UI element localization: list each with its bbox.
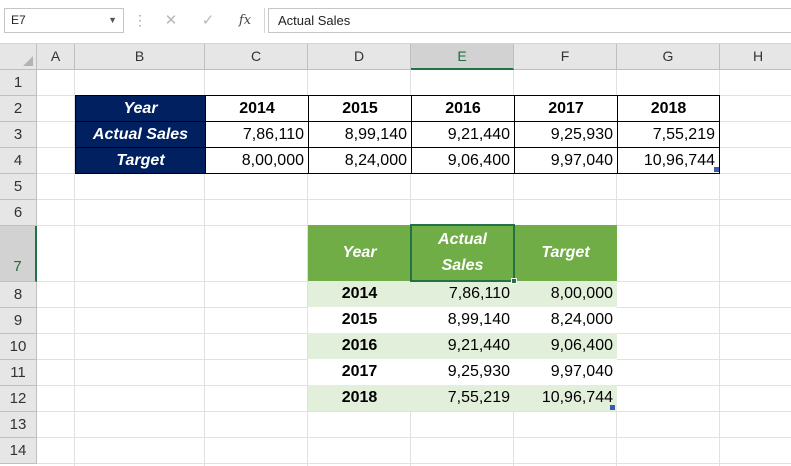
row-header-9[interactable]: 9 xyxy=(0,308,37,334)
insert-function-icon[interactable]: fx xyxy=(238,13,252,28)
column-header-f[interactable]: F xyxy=(514,44,617,70)
table2-actual-cell[interactable]: 7,86,110 xyxy=(411,281,514,307)
formula-divider xyxy=(264,8,265,33)
table1-year-cell[interactable]: 2014 xyxy=(205,95,309,122)
table2-year-cell[interactable]: 2015 xyxy=(308,307,411,333)
row-header-5[interactable]: 5 xyxy=(0,174,37,200)
table1-year-cell[interactable]: 2017 xyxy=(514,95,618,122)
table2-target-header[interactable]: Target xyxy=(514,225,617,281)
row-header-1[interactable]: 1 xyxy=(0,70,37,96)
resize-handle-icon[interactable] xyxy=(714,167,719,172)
row-header-7[interactable]: 7 xyxy=(0,226,37,282)
column-header-e[interactable]: E xyxy=(411,44,514,70)
table1-target-header[interactable]: Target xyxy=(75,147,206,174)
table2-actual-cell[interactable]: 9,25,930 xyxy=(411,359,514,385)
table2-target-cell[interactable]: 10,96,744 xyxy=(514,385,617,411)
table1-actual-cell[interactable]: 9,21,440 xyxy=(411,121,515,148)
row-header-2[interactable]: 2 xyxy=(0,96,37,122)
table2-year-cell[interactable]: 2014 xyxy=(308,281,411,307)
table2-target-cell[interactable]: 8,00,000 xyxy=(514,281,617,307)
row-header-4[interactable]: 4 xyxy=(0,148,37,174)
drag-handle-icon[interactable]: ⋮ xyxy=(133,12,147,28)
table2-actual-line2: Sales xyxy=(441,257,484,274)
row-header-12[interactable]: 12 xyxy=(0,386,37,412)
row-header-14[interactable]: 14 xyxy=(0,438,37,464)
table1-target-cell[interactable]: 10,96,744 xyxy=(617,147,720,174)
table2-actual-line1: Actual xyxy=(438,231,487,248)
table1-actual-cell[interactable]: 8,99,140 xyxy=(308,121,412,148)
row-header-13[interactable]: 13 xyxy=(0,412,37,438)
table2-year-header[interactable]: Year xyxy=(308,225,411,281)
table1-actual-cell[interactable]: 7,55,219 xyxy=(617,121,720,148)
column-header-g[interactable]: G xyxy=(617,44,720,70)
formula-input[interactable]: Actual Sales xyxy=(268,8,791,33)
table1-target-cell[interactable]: 8,00,000 xyxy=(205,147,309,174)
table2-target-cell[interactable]: 9,06,400 xyxy=(514,333,617,359)
table1-actual-cell[interactable]: 9,25,930 xyxy=(514,121,618,148)
table1-year-cell[interactable]: 2018 xyxy=(617,95,720,122)
column-header-b[interactable]: B xyxy=(75,44,205,70)
row-header-3[interactable]: 3 xyxy=(0,122,37,148)
chevron-down-icon[interactable]: ▼ xyxy=(108,15,117,25)
table2-year-cell[interactable]: 2018 xyxy=(308,385,411,411)
table1-target-cell[interactable]: 9,06,400 xyxy=(411,147,515,174)
column-header-a[interactable]: A xyxy=(37,44,75,70)
row-header-10[interactable]: 10 xyxy=(0,334,37,360)
table1-actual-cell[interactable]: 7,86,110 xyxy=(205,121,309,148)
table1-target-cell[interactable]: 9,97,040 xyxy=(514,147,618,174)
table2-year-cell[interactable]: 2017 xyxy=(308,359,411,385)
table2-target-cell[interactable]: 8,24,000 xyxy=(514,307,617,333)
formula-bar: E7 ▼ ⋮ ✕ ✓ fx Actual Sales xyxy=(0,0,791,44)
name-box-value: E7 xyxy=(11,13,26,27)
resize-handle-icon[interactable] xyxy=(610,405,615,410)
name-box[interactable]: E7 ▼ xyxy=(4,8,124,33)
enter-icon[interactable]: ✓ xyxy=(201,12,215,29)
cancel-icon[interactable]: ✕ xyxy=(164,12,178,29)
row-header-11[interactable]: 11 xyxy=(0,360,37,386)
table2-actual-cell[interactable]: 8,99,140 xyxy=(411,307,514,333)
column-header-c[interactable]: C xyxy=(205,44,308,70)
table1-year-cell[interactable]: 2015 xyxy=(308,95,412,122)
row-header-6[interactable]: 6 xyxy=(0,200,37,226)
table2-year-cell[interactable]: 2016 xyxy=(308,333,411,359)
column-header-h[interactable]: H xyxy=(720,44,791,70)
table1-target-cell[interactable]: 8,24,000 xyxy=(308,147,412,174)
column-header-d[interactable]: D xyxy=(308,44,411,70)
table2-actual-cell[interactable]: 7,55,219 xyxy=(411,385,514,411)
table2-target-cell[interactable]: 9,97,040 xyxy=(514,359,617,385)
table1-year-cell[interactable]: 2016 xyxy=(411,95,515,122)
table1-year-header[interactable]: Year xyxy=(75,95,206,122)
table2-actual-sales-header[interactable]: Actual Sales xyxy=(411,225,514,281)
row-header-8[interactable]: 8 xyxy=(0,282,37,308)
table1-actual-sales-header[interactable]: Actual Sales xyxy=(75,121,206,148)
select-all-button[interactable] xyxy=(0,44,37,70)
table2-actual-cell[interactable]: 9,21,440 xyxy=(411,333,514,359)
